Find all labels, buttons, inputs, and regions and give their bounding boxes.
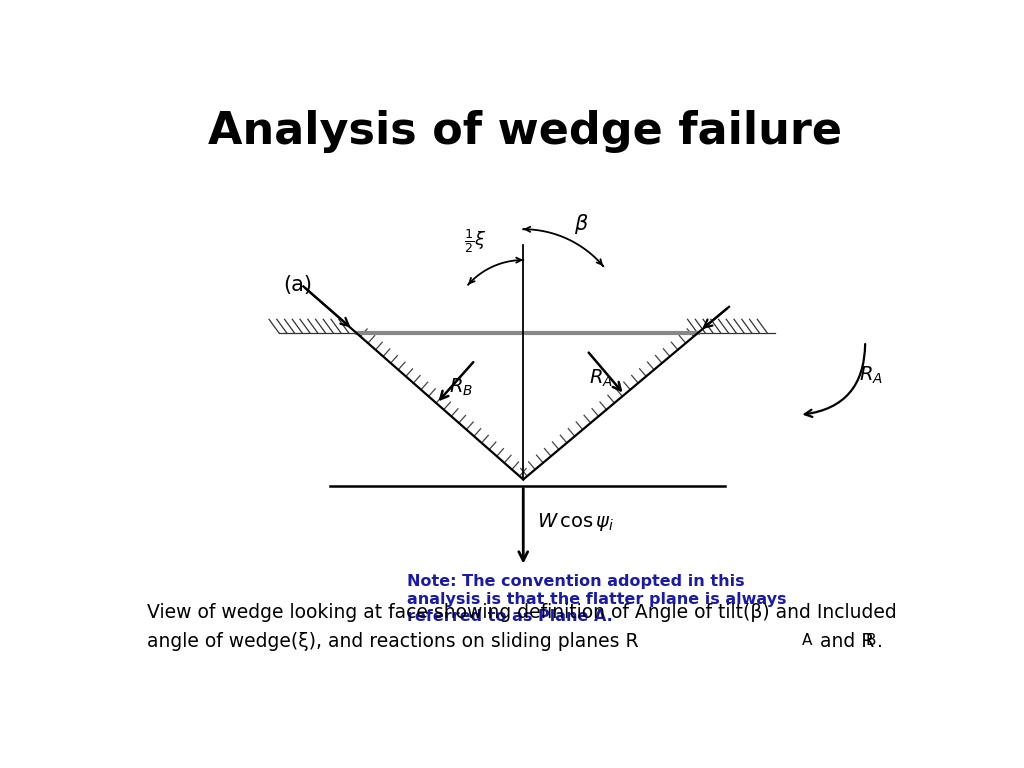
- Text: and R: and R: [814, 632, 874, 651]
- Text: Analysis of wedge failure: Analysis of wedge failure: [208, 110, 842, 153]
- Text: $W\,\mathrm{cos}\,\psi_i$: $W\,\mathrm{cos}\,\psi_i$: [538, 511, 614, 533]
- Text: $\beta$: $\beta$: [574, 211, 589, 236]
- Text: $R_A$: $R_A$: [859, 365, 883, 386]
- Text: (a): (a): [283, 276, 312, 296]
- Text: Note: The convention adopted in this
analysis is that the flatter plane is alway: Note: The convention adopted in this ana…: [407, 574, 786, 624]
- Text: angle of wedge(ξ), and reactions on sliding planes R: angle of wedge(ξ), and reactions on slid…: [147, 632, 639, 651]
- Text: B: B: [866, 633, 877, 647]
- Text: $R_A$: $R_A$: [589, 367, 612, 389]
- Text: View of wedge looking at face showing definition of Angle of tilt(β) and Include: View of wedge looking at face showing de…: [147, 603, 897, 621]
- Text: .: .: [877, 632, 883, 651]
- Text: A: A: [802, 633, 813, 647]
- Text: $\frac{1}{2}\xi$: $\frac{1}{2}\xi$: [464, 227, 486, 255]
- Text: $R_B$: $R_B$: [450, 377, 473, 399]
